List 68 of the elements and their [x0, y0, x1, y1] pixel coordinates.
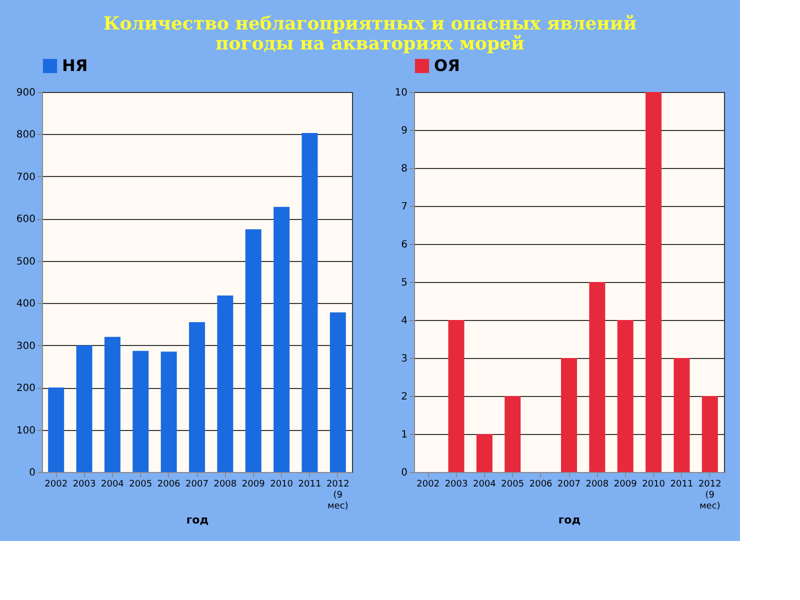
bar — [561, 358, 577, 472]
x-tick-label: 2002 — [416, 480, 440, 490]
bar — [674, 358, 690, 472]
x-axis-title: год — [186, 514, 209, 526]
bar — [448, 320, 464, 472]
y-tick-label: 3 — [401, 354, 408, 364]
legend-label: ОЯ — [434, 56, 460, 75]
x-tick-label: 2003 — [444, 480, 468, 490]
y-tick-label: 0 — [401, 468, 408, 478]
bar — [274, 206, 290, 472]
y-tick-label: 900 — [16, 88, 36, 98]
x-tick-label: 2010 — [270, 480, 294, 490]
x-tick-label: 2012 (9 мес) — [698, 480, 722, 512]
x-tick-label: 2007 — [558, 480, 580, 490]
x-tick-label: 2002 — [44, 480, 68, 490]
y-tick-label: 300 — [16, 340, 36, 352]
bar — [302, 132, 318, 472]
y-tick-label: 400 — [16, 298, 36, 310]
bar — [189, 322, 205, 472]
bar — [504, 396, 521, 472]
bar — [48, 388, 64, 472]
bar — [617, 320, 634, 472]
y-tick-label: 6 — [401, 240, 408, 250]
y-tick-label: 4 — [401, 316, 408, 326]
x-tick-label: 2009 — [614, 480, 638, 490]
y-tick-label: 7 — [401, 202, 408, 212]
bar — [476, 434, 492, 472]
x-tick-label: 2012 (9 мес) — [326, 480, 350, 512]
y-tick-label: 8 — [401, 164, 408, 174]
y-tick-label: 0 — [29, 468, 36, 478]
x-tick-label: 2003 — [72, 480, 96, 490]
y-tick-label: 500 — [16, 256, 36, 268]
chart-title: Количество неблагоприятных и опасных явлений погоды на акваториях морей — [103, 14, 637, 54]
y-tick-label: 200 — [16, 383, 36, 394]
x-tick-label: 2009 — [242, 480, 266, 490]
y-tick-label: 2 — [401, 392, 408, 402]
bar — [132, 350, 149, 472]
x-tick-label: 2007 — [186, 480, 208, 490]
bar — [76, 345, 92, 472]
x-tick-label: 2010 — [642, 480, 666, 490]
x-tick-label: 2004 — [473, 480, 496, 490]
x-tick-label: 2008 — [586, 480, 609, 490]
y-tick-label: 5 — [401, 278, 408, 288]
y-tick-label: 600 — [16, 214, 36, 226]
x-tick-label: 2011 — [298, 480, 322, 490]
x-tick-label: 2011 — [670, 480, 694, 490]
bar — [245, 229, 262, 472]
y-tick-label: 10 — [394, 88, 408, 98]
x-axis-title: год — [558, 514, 581, 526]
bar — [646, 92, 662, 472]
x-tick-label: 2006 — [157, 480, 181, 490]
legend-label: НЯ — [62, 56, 88, 75]
bar — [702, 396, 718, 472]
bar — [217, 296, 234, 472]
x-tick-label: 2005 — [129, 480, 152, 490]
y-tick-label: 700 — [16, 172, 36, 183]
y-tick-label: 800 — [16, 130, 36, 141]
bar — [104, 336, 120, 472]
bar — [589, 282, 606, 472]
y-tick-label: 1 — [401, 430, 408, 440]
bar — [160, 352, 177, 472]
x-tick-label: 2008 — [214, 480, 237, 490]
x-tick-label: 2006 — [529, 480, 553, 490]
x-tick-label: 2005 — [501, 480, 524, 490]
y-tick-label: 9 — [401, 126, 408, 136]
y-tick-label: 100 — [16, 425, 36, 436]
bar — [330, 312, 346, 472]
x-tick-label: 2004 — [101, 480, 124, 490]
